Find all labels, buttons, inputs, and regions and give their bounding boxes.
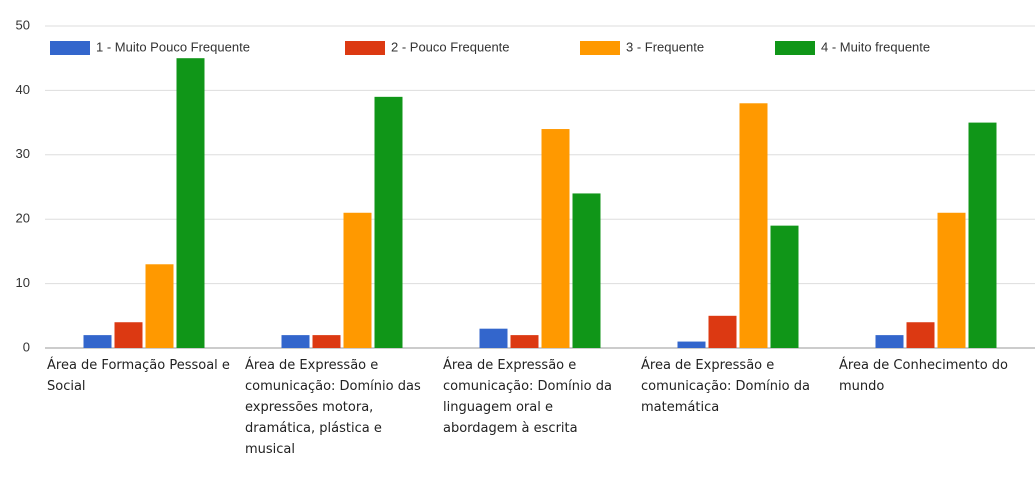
x-tick-label: Área de Conhecimento do mundo	[839, 358, 1008, 394]
legend-swatch	[345, 41, 385, 55]
bar	[479, 328, 508, 348]
legend-swatch	[50, 41, 90, 55]
bar	[312, 335, 341, 348]
bar	[875, 335, 904, 348]
bar	[145, 264, 174, 348]
bar	[541, 129, 570, 348]
legend-swatch	[775, 41, 815, 55]
bar	[374, 96, 403, 348]
bar	[937, 212, 966, 348]
legend-label: 3 - Frequente	[626, 39, 704, 54]
y-tick-label: 40	[16, 82, 30, 97]
x-tick-label: Área de Expressão e comunicação: Domínio…	[245, 358, 421, 457]
y-tick-label: 50	[16, 17, 30, 32]
bar	[176, 58, 205, 348]
bar	[906, 322, 935, 348]
bar	[83, 335, 112, 348]
bar	[739, 103, 768, 348]
bar	[572, 193, 601, 348]
x-tick-label: Área de Formação Pessoal e Social	[47, 358, 230, 394]
x-tick-label: Área de Expressão e comunicação: Domínio…	[641, 358, 810, 415]
y-tick-label: 30	[16, 146, 30, 161]
legend-label: 2 - Pouco Frequente	[391, 39, 510, 54]
bar	[770, 225, 799, 348]
y-tick-label: 20	[16, 211, 30, 226]
legend-swatch	[580, 41, 620, 55]
bar	[510, 335, 539, 348]
y-tick-label: 0	[23, 339, 30, 354]
x-tick-label: Área de Expressão e comunicação: Domínio…	[443, 358, 612, 436]
bar	[281, 335, 310, 348]
bar	[114, 322, 143, 348]
bar	[708, 315, 737, 348]
legend-label: 4 - Muito frequente	[821, 39, 930, 54]
bar	[677, 341, 706, 348]
y-tick-label: 10	[16, 275, 30, 290]
bar	[968, 122, 997, 348]
legend-label: 1 - Muito Pouco Frequente	[96, 39, 250, 54]
bar	[343, 212, 372, 348]
